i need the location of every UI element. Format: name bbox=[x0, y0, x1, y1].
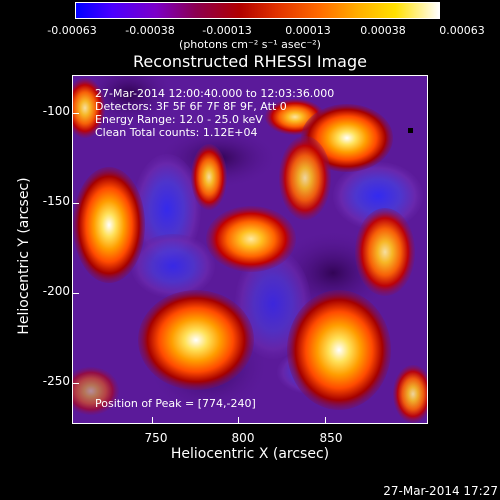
y-tick-minus200: -200 bbox=[42, 284, 70, 298]
x-axis-label: Heliocentric X (arcsec) bbox=[170, 446, 330, 462]
colorbar-units: (photons cm⁻² s⁻¹ asec⁻²) bbox=[179, 38, 321, 51]
x-tick-850: 850 bbox=[319, 431, 343, 445]
y-tick-minus250: -250 bbox=[42, 374, 70, 388]
energy-range: Energy Range: 12.0 - 25.0 keV bbox=[95, 113, 263, 126]
colorbar-tick-4: 0.00013 bbox=[285, 24, 331, 37]
detectors: Detectors: 3F 5F 6F 7F 8F 9F, Att 0 bbox=[95, 100, 287, 113]
colorbar-tick-3: -0.00013 bbox=[202, 24, 252, 37]
generation-timestamp: 27-Mar-2014 17:27 bbox=[383, 484, 498, 498]
y-axis-label: Heliocentric Y (arcsec) bbox=[16, 177, 32, 335]
y-tick-minus100: -100 bbox=[42, 104, 70, 118]
clean-counts: Clean Total counts: 1.12E+04 bbox=[95, 126, 258, 139]
colorbar-tick-2: -0.00038 bbox=[125, 24, 175, 37]
colorbar bbox=[75, 2, 440, 19]
colorbar-tick-1: -0.00063 bbox=[47, 24, 97, 37]
time-range: 27-Mar-2014 12:00:40.000 to 12:03:36.000 bbox=[95, 87, 335, 100]
observation-summary: 27-Mar-2014 12:00:40.000 to 12:03:36.000… bbox=[95, 87, 334, 139]
colorbar-tick-5: 0.00038 bbox=[360, 24, 406, 37]
peak-position: Position of Peak = [774,-240] bbox=[95, 397, 256, 410]
y-tick-minus150: -150 bbox=[42, 194, 70, 208]
colorbar-tick-6: 0.00063 bbox=[439, 24, 485, 37]
x-tick-750: 750 bbox=[144, 431, 168, 445]
plot-title: Reconstructed RHESSI Image bbox=[133, 52, 367, 71]
x-tick-800: 800 bbox=[231, 431, 255, 445]
image-panel bbox=[72, 75, 428, 424]
solar-image bbox=[73, 76, 427, 423]
